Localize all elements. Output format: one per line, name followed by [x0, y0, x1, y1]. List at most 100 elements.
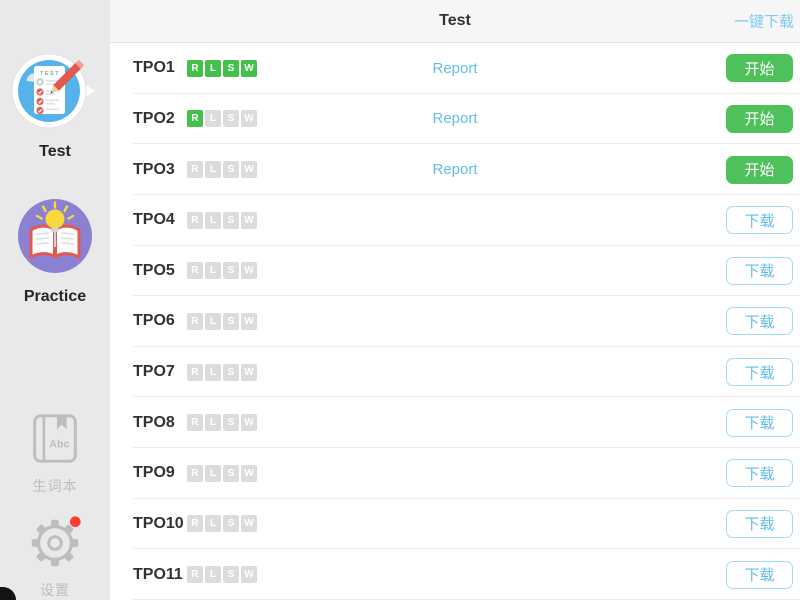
skill-badge-s: S	[223, 515, 239, 533]
skill-badge-l: L	[205, 59, 221, 77]
tpo-label: TPO2	[133, 109, 175, 127]
skill-badge-w: W	[241, 566, 257, 584]
skill-badge-r: R	[187, 110, 203, 128]
skill-badge-s: S	[223, 312, 239, 330]
skill-badge-s: S	[223, 363, 239, 381]
tpo-label: TPO11	[133, 565, 183, 583]
skill-badge-w: W	[241, 515, 257, 533]
notification-dot	[69, 516, 81, 528]
report-link[interactable]: Report	[432, 110, 478, 128]
sidebar-label-settings: 设置	[40, 582, 70, 598]
skill-badge-s: S	[223, 161, 239, 179]
sidebar-item-settings[interactable]: 设置	[0, 514, 110, 600]
action-button[interactable]: 下载	[726, 358, 793, 387]
action-button[interactable]: 下载	[726, 206, 793, 235]
skill-badge-r: R	[187, 262, 203, 280]
download-all-link[interactable]: 一键下载	[733, 13, 794, 31]
practice-book-bulb-icon	[18, 199, 92, 273]
tpo-label: TPO3	[133, 160, 175, 178]
skill-badge-s: S	[223, 414, 239, 432]
skill-badge-l: L	[205, 262, 221, 280]
skill-badge-l: L	[205, 414, 221, 432]
skill-badge-r: R	[187, 515, 203, 533]
skill-badge-l: L	[205, 464, 221, 482]
action-button[interactable]: 下载	[726, 408, 793, 437]
report-link[interactable]: Report	[432, 59, 478, 77]
skill-badge-r: R	[187, 464, 203, 482]
tpo-label: TPO4	[133, 211, 175, 229]
action-button[interactable]: 开始	[726, 54, 793, 83]
action-button[interactable]: 下载	[726, 459, 793, 488]
skill-badge-l: L	[205, 566, 221, 584]
tpo-label: TPO10	[133, 514, 184, 532]
skill-badge-w: W	[241, 262, 257, 280]
sidebar-label-practice: Practice	[23, 288, 87, 305]
svg-text:Abc: Abc	[49, 439, 69, 451]
action-button[interactable]: 下载	[726, 560, 793, 589]
sidebar-label-wordbook: 生词本	[32, 478, 78, 494]
sidebar-item-test[interactable]: TEST	[0, 52, 110, 161]
skill-badge-w: W	[241, 161, 257, 179]
report-link[interactable]: Report	[432, 161, 478, 179]
action-button[interactable]: 开始	[726, 104, 793, 133]
skill-badge-l: L	[205, 211, 221, 229]
skill-badge-s: S	[223, 110, 239, 128]
sidebar: TEST	[0, 0, 110, 600]
tpo-label: TPO1	[133, 59, 175, 77]
skill-badge-r: R	[187, 59, 203, 77]
skill-badge-w: W	[241, 59, 257, 77]
skill-badge-r: R	[187, 566, 203, 584]
page-title: Test	[439, 12, 471, 29]
sidebar-label-test: Test	[39, 143, 71, 160]
action-button[interactable]: 开始	[726, 155, 793, 184]
gear-icon	[31, 516, 81, 567]
skill-badge-r: R	[187, 161, 203, 179]
skill-badge-r: R	[187, 363, 203, 381]
sidebar-item-practice[interactable]: Practice	[0, 197, 110, 306]
action-button[interactable]: 下载	[726, 256, 793, 285]
skill-badge-r: R	[187, 414, 203, 432]
skill-badge-w: W	[241, 110, 257, 128]
skill-badge-w: W	[241, 312, 257, 330]
skill-badge-s: S	[223, 262, 239, 280]
tpo-label: TPO8	[133, 413, 175, 431]
skill-badge-s: S	[223, 59, 239, 77]
skill-badge-w: W	[241, 363, 257, 381]
tpo-label: TPO7	[133, 363, 175, 381]
skill-badge-w: W	[241, 211, 257, 229]
action-button[interactable]: 下载	[726, 509, 793, 538]
skill-badge-w: W	[241, 464, 257, 482]
action-button[interactable]: 下载	[726, 307, 793, 336]
skill-badge-s: S	[223, 464, 239, 482]
tpo-label: TPO6	[133, 312, 175, 330]
skill-badge-l: L	[205, 312, 221, 330]
skill-badge-s: S	[223, 566, 239, 584]
main-header: Test 一键下载	[110, 0, 800, 43]
skill-badge-l: L	[205, 515, 221, 533]
skill-badge-l: L	[205, 363, 221, 381]
skill-badge-s: S	[223, 211, 239, 229]
svg-text:TEST: TEST	[40, 71, 60, 77]
sidebar-item-wordbook[interactable]: Abc 生词本	[0, 410, 110, 496]
